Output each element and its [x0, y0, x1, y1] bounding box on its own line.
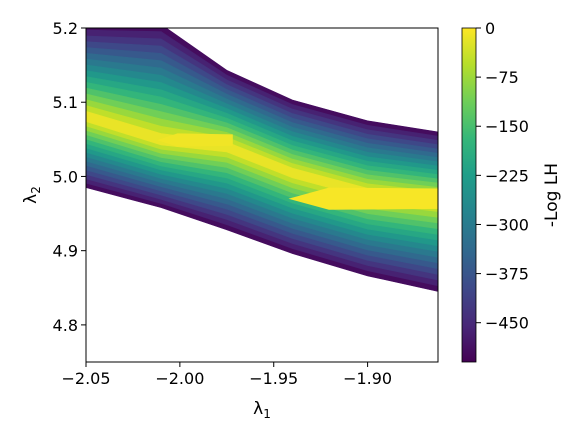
colorbar [461, 27, 477, 363]
plot-area [86, 28, 438, 292]
colorbar-tick-label: 0 [485, 19, 495, 38]
colorbar-tick-label: −450 [485, 314, 529, 333]
colorbar-tick-label: −375 [485, 265, 529, 284]
x-axis: −2.05 −2.00 −1.95 −1.90 [61, 362, 392, 388]
peak-region-0 [157, 133, 233, 147]
x-tick-label: −1.95 [249, 369, 298, 388]
colorbar-tick-label: −300 [485, 215, 529, 234]
x-tick-label: −2.05 [61, 369, 110, 388]
y-tick-label: 4.8 [53, 316, 78, 335]
y-tick-label: 5.2 [53, 19, 78, 38]
x-axis-label-subscript: 1 [263, 407, 271, 421]
colorbar-label: -Log LH [542, 163, 562, 227]
y-axis-label-subscript: 2 [29, 186, 43, 194]
peak-region-1 [288, 187, 438, 210]
x-tick-label: −2.00 [155, 369, 204, 388]
colorbar-ticks: 0 −75 −150 −225 −300 −375 −450 [476, 19, 529, 333]
y-axis: 4.8 4.9 5.0 5.1 5.2 [53, 19, 86, 335]
x-tick-label: −1.90 [343, 369, 392, 388]
colorbar-tick-label: −150 [485, 117, 529, 136]
plot-frame [85, 27, 439, 363]
y-axis-label: λ2 [21, 186, 43, 204]
colorbar-tick-label: −225 [485, 166, 529, 185]
y-tick-label: 4.9 [53, 242, 78, 261]
y-tick-label: 5.0 [53, 167, 78, 186]
x-axis-label: λ1 [253, 399, 271, 421]
colorbar-tick-label: −75 [485, 68, 519, 87]
y-tick-label: 5.1 [53, 93, 78, 112]
